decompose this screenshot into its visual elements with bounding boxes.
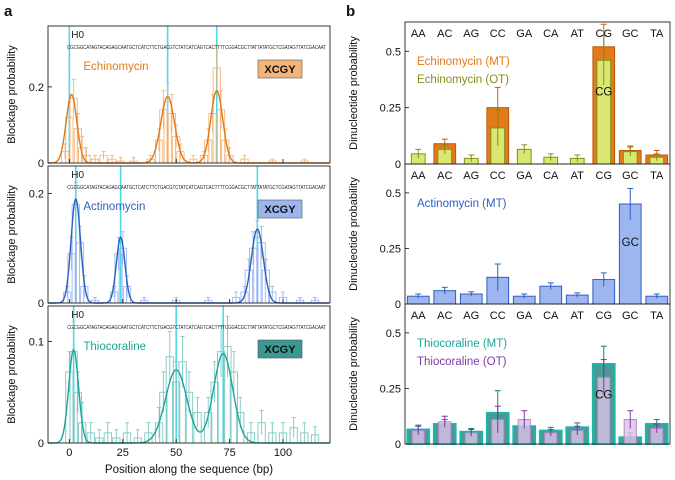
legend-entry: Actinomycin (MT)	[417, 198, 507, 210]
category-label: AC	[437, 28, 452, 40]
y-tick-label: 0.2	[29, 82, 44, 94]
x-tick-label: 75	[223, 447, 235, 459]
category-label: TA	[650, 28, 664, 40]
category-label: CG	[596, 310, 613, 322]
y-tick-label: 0.1	[29, 337, 44, 349]
category-label: CG	[596, 28, 613, 40]
bar-subplot-actinomycin: 0 0.25 0.5 AA AC AG CC GA CA AT CG GC TA Actinomycin …	[348, 163, 671, 311]
category-label: AA	[411, 310, 426, 322]
y-tick-label: 0.25	[380, 383, 401, 395]
y-tick-label: 0	[38, 158, 44, 170]
category-label: CG	[596, 170, 613, 182]
category-label: AC	[437, 310, 452, 322]
category-label: AA	[411, 170, 426, 182]
gaussian-fit-line	[47, 90, 330, 164]
plot-frame	[47, 165, 331, 304]
motif-badge-text: XCGY	[264, 204, 296, 216]
y-tick-label: 0	[395, 159, 401, 171]
category-label: AC	[437, 170, 452, 182]
x-tick-label: 50	[170, 447, 182, 459]
y-axis-label: Blockage probability	[6, 185, 18, 284]
y-tick-label: 0.5	[386, 328, 401, 340]
highlight-bar-label: GC	[622, 237, 639, 249]
x-tick-label: 100	[274, 447, 292, 459]
y-tick-label: 0.25	[380, 243, 401, 255]
y-tick-label: 0.5	[386, 188, 401, 200]
h0-label: H0	[71, 170, 84, 181]
category-label: CC	[490, 170, 506, 182]
panel-label-b: b	[346, 3, 355, 20]
category-label: AT	[571, 170, 585, 182]
y-axis-label: Dinucleotide probability	[348, 317, 360, 431]
motif-badge	[257, 59, 303, 79]
category-label: CC	[490, 28, 506, 40]
drug-name: Thiocoraline	[83, 341, 146, 353]
category-label: TA	[650, 310, 664, 322]
category-label: GC	[622, 28, 639, 40]
subplot-thiocoraline: 0 25 50 75 100 0 0.1 CGCGGCATAGTACAGAGCAATGCTC…	[6, 305, 331, 476]
x-tick-label: 25	[117, 447, 129, 459]
plot-frame	[47, 25, 331, 164]
category-label: AG	[463, 170, 479, 182]
legend-entry: Echinomycin (OT)	[417, 74, 509, 86]
motif-badge-text: XCGY	[264, 64, 296, 76]
y-tick-label: 0	[38, 438, 44, 450]
highlight-bar-label: CG	[595, 389, 612, 401]
motif-badge	[257, 339, 303, 359]
highlight-bar-label: CG	[595, 86, 612, 98]
dna-sequence: CGCGGCATAGTACAGAGCAATGCTCATCTTCTGACGTCTA…	[67, 185, 326, 191]
category-label: CA	[543, 28, 559, 40]
category-label: CC	[490, 310, 506, 322]
motif-badge	[257, 199, 303, 219]
category-label: TA	[650, 170, 664, 182]
y-tick-label: 0.2	[29, 188, 44, 200]
x-axis-label: Position along the sequence (bp)	[105, 464, 273, 476]
y-tick-label: 0.25	[380, 103, 401, 115]
panel-label-a: a	[4, 3, 13, 20]
drug-name: Actinomycin	[83, 201, 145, 213]
y-axis-label: Blockage probability	[6, 325, 18, 424]
category-label: AG	[463, 28, 479, 40]
bar-subplot-echinomycin: 0 0.25 0.5 AA AC AG CC GA CA AT CG GC TA Echinomycin …	[348, 21, 671, 171]
category-label: AG	[463, 310, 479, 322]
category-label: AT	[571, 28, 585, 40]
category-label: GA	[516, 28, 533, 40]
y-tick-label: 0	[395, 439, 401, 451]
bar-subplot-thiocoraline: 0 0.25 0.5 AA AC AG CC GA CA AT CG GC TA Thiocoraline…	[348, 303, 671, 451]
h0-label: H0	[71, 310, 84, 321]
y-axis-label: Dinucleotide probability	[348, 36, 360, 150]
plot-frame	[404, 303, 671, 445]
category-label: AT	[571, 310, 585, 322]
subplot-echinomycin: 0 0.2 CGCGGCATAGTACAGAGCAATGCTCATCTTCTGAC…	[6, 25, 331, 170]
h0-label: H0	[71, 30, 84, 41]
y-axis-label: Dinucleotide probability	[348, 177, 360, 291]
y-tick-label: 0	[395, 299, 401, 311]
y-axis-label: Blockage probability	[6, 45, 18, 144]
x-tick-label: 0	[66, 447, 72, 459]
category-label: CA	[543, 310, 559, 322]
y-tick-label: 0	[38, 298, 44, 310]
subplot-actinomycin: 0 0.2 CGCGGCATAGTACAGAGCAATGCTCATCTTCTGAC…	[6, 165, 331, 310]
legend-entry: Echinomycin (MT)	[417, 56, 510, 68]
category-label: GA	[516, 170, 533, 182]
dna-sequence: CGCGGCATAGTACAGAGCAATGCTCATCTTCTGACGTCTA…	[67, 45, 326, 51]
category-label: GC	[622, 170, 639, 182]
plot-frame	[47, 305, 331, 444]
category-label: CA	[543, 170, 559, 182]
drug-name: Echinomycin	[83, 61, 148, 73]
y-tick-label: 0.5	[386, 46, 401, 58]
legend-entry: Thiocoraline (OT)	[417, 356, 507, 368]
dna-sequence: CGCGGCATAGTACAGAGCAATGCTCATCTTCTGACGTCTA…	[67, 325, 326, 331]
category-label: GC	[622, 310, 639, 322]
category-label: GA	[516, 310, 533, 322]
motif-badge-text: XCGY	[264, 344, 296, 356]
legend-entry: Thiocoraline (MT)	[417, 338, 507, 350]
category-label: AA	[411, 28, 426, 40]
